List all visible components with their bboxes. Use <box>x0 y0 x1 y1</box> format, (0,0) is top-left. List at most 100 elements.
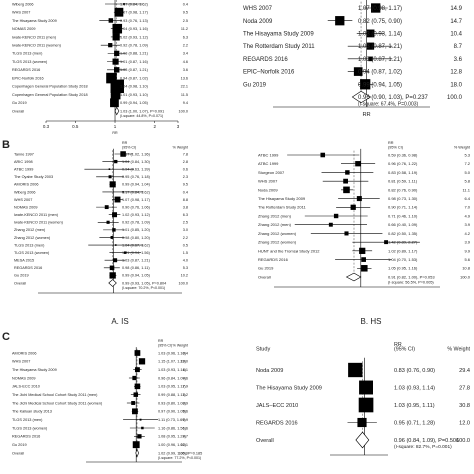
weight-square <box>108 43 113 48</box>
weight-square <box>359 247 366 254</box>
weight-value: 6.3 <box>183 213 188 217</box>
weight-value: 5.6 <box>464 257 470 262</box>
study-label: Gu 2019 <box>14 274 29 278</box>
estimate-ci: 0.99 (0.94, 1.05) <box>122 274 151 278</box>
weight-value: 8.6 <box>183 410 188 414</box>
study-label: JALS–ECC 2010 <box>256 403 298 409</box>
weight-square <box>106 220 110 224</box>
study-label: Copenhagen General Population Study 2018 <box>12 85 88 89</box>
weight-square <box>320 152 326 158</box>
weight-square <box>110 98 119 108</box>
weight-value: 4.0 <box>183 259 188 263</box>
weight-square <box>343 178 348 184</box>
study-label: Zhang 2012 (men) <box>258 222 292 227</box>
study-label: Zhang 2012 (men) <box>14 228 46 232</box>
weight-square <box>109 265 115 271</box>
weight-value: 5.8 <box>464 179 470 184</box>
study-label: WHS 2007 <box>243 6 273 12</box>
weight-square <box>359 380 373 395</box>
weight-value: 10.4 <box>450 32 462 38</box>
estimate-ci: 0.90 (0.76, 1.06) <box>122 205 151 209</box>
study-label: Iwate-KENCO 2011 (men) <box>14 213 59 217</box>
weight-square <box>114 50 120 57</box>
study-label: NOMAS 2009 <box>14 205 37 209</box>
study-label: JALS-ECC 2010 <box>12 385 40 389</box>
weight-square <box>132 441 140 449</box>
weight-square <box>112 23 123 34</box>
weight-square <box>122 191 124 193</box>
estimate-ci: 0.92 (0.78, 1.09) <box>120 43 149 47</box>
overall-diamond <box>351 90 372 104</box>
weight-square <box>132 375 137 381</box>
study-label: TLGS 2013 (women) <box>12 426 48 430</box>
weight-square <box>134 350 141 356</box>
column-header-study: Study <box>256 347 271 353</box>
weight-value: 11.5 <box>181 93 188 97</box>
weight-square <box>328 222 333 227</box>
panel-letter: B <box>2 139 10 151</box>
estimate-ci: 1.03 (0.87, 1.21) <box>358 44 402 50</box>
estimate-ci: 0.98 (0.73, 1.30) <box>388 196 418 201</box>
weight-square <box>343 186 350 194</box>
weight-value: 9.9 <box>464 248 470 253</box>
weight-square <box>357 417 367 428</box>
study-label: ATBC 1999 <box>258 152 279 157</box>
weight-value: 3.9 <box>183 401 188 405</box>
weight-value: 3.4 <box>183 52 188 56</box>
weight-square <box>106 72 117 84</box>
weight-square <box>124 251 127 254</box>
x-tick-label: 2 <box>153 124 156 129</box>
weight-square <box>360 79 371 90</box>
weight-value: 8.8 <box>183 198 188 202</box>
study-label: The Rotterdam Study 2011 <box>243 44 315 50</box>
study-label: Gu 2019 <box>12 101 27 105</box>
study-label: The Hisayama Study 2009 <box>258 196 306 201</box>
weight-value: 12.1 <box>181 443 188 447</box>
column-header-weight: % Weight <box>173 146 188 150</box>
estimate-ci: 0.97 (0.90, 1.05) <box>158 410 187 414</box>
weight-square <box>139 418 142 421</box>
heterogeneity-stat: (I-square: 77.2%, P<0.001) <box>158 456 201 460</box>
estimate-ci: 1.01 (0.87, 1.16) <box>120 60 149 64</box>
weight-value: 7.2 <box>464 161 470 166</box>
estimate-ci: 0.94 (0.87, 1.02) <box>358 70 402 76</box>
study-label: The Hisayama Study 2009 <box>256 385 322 391</box>
estimate-ci: 0.94 (0.87, 1.02) <box>120 76 149 80</box>
weight-square <box>345 170 350 175</box>
overall-diamond <box>355 431 370 449</box>
column-header-estimate: RR <box>388 141 394 145</box>
weight-square <box>110 79 124 94</box>
weight-value: 9.5 <box>183 11 188 15</box>
overall-weight: 100.0 <box>447 95 463 101</box>
overall-estimate-ci: 0.99 (0.93, 1.05), P=0.804 <box>122 281 166 285</box>
weight-value: 11.1 <box>463 187 471 192</box>
weight-value: 5.0 <box>464 170 470 175</box>
estimate-ci: 0.96 (0.76, 1.22) <box>388 161 418 166</box>
weight-value: 3.8 <box>183 205 188 209</box>
study-label: Iwate-KENCO 2011 (women) <box>14 221 64 225</box>
overall-estimate-ci: 0.96 (0.90, 1.03), P=0.237 <box>358 95 429 101</box>
column-header-estimate: (95% CI) <box>394 347 415 353</box>
heterogeneity-stat: (I-square: 70.2%, P<0.001) <box>122 286 165 290</box>
weight-value: 12.0 <box>459 420 470 426</box>
weight-square <box>333 213 339 219</box>
study-label: Sturgeon 2007 <box>258 170 285 175</box>
weight-value: 5.2 <box>183 393 188 397</box>
estimate-ci: 1.03 (0.95, 1.11) <box>158 385 186 389</box>
weight-square <box>112 33 120 41</box>
x-tick-label: 3 <box>177 124 180 129</box>
weight-square <box>366 29 375 38</box>
column-header-estimate: (95% CI) <box>158 344 172 348</box>
estimate-ci: 1.03 (0.87, 1.21) <box>120 68 149 72</box>
estimate-ci: 0.99 (0.88, 1.11) <box>158 393 186 397</box>
panel-caption: A. IS <box>111 317 128 326</box>
weight-value: 12.8 <box>450 70 462 76</box>
study-label: TLGS 2013 (men) <box>12 52 43 56</box>
weight-value: 0.5 <box>183 243 188 247</box>
estimate-ci: 1.03 (0.95, 1.11) <box>394 403 435 409</box>
study-label: WHS 2007 <box>258 179 278 184</box>
weight-square <box>368 56 373 62</box>
column-header-estimate: RR <box>122 141 128 145</box>
study-label: AMORIS 2006 <box>14 183 38 187</box>
